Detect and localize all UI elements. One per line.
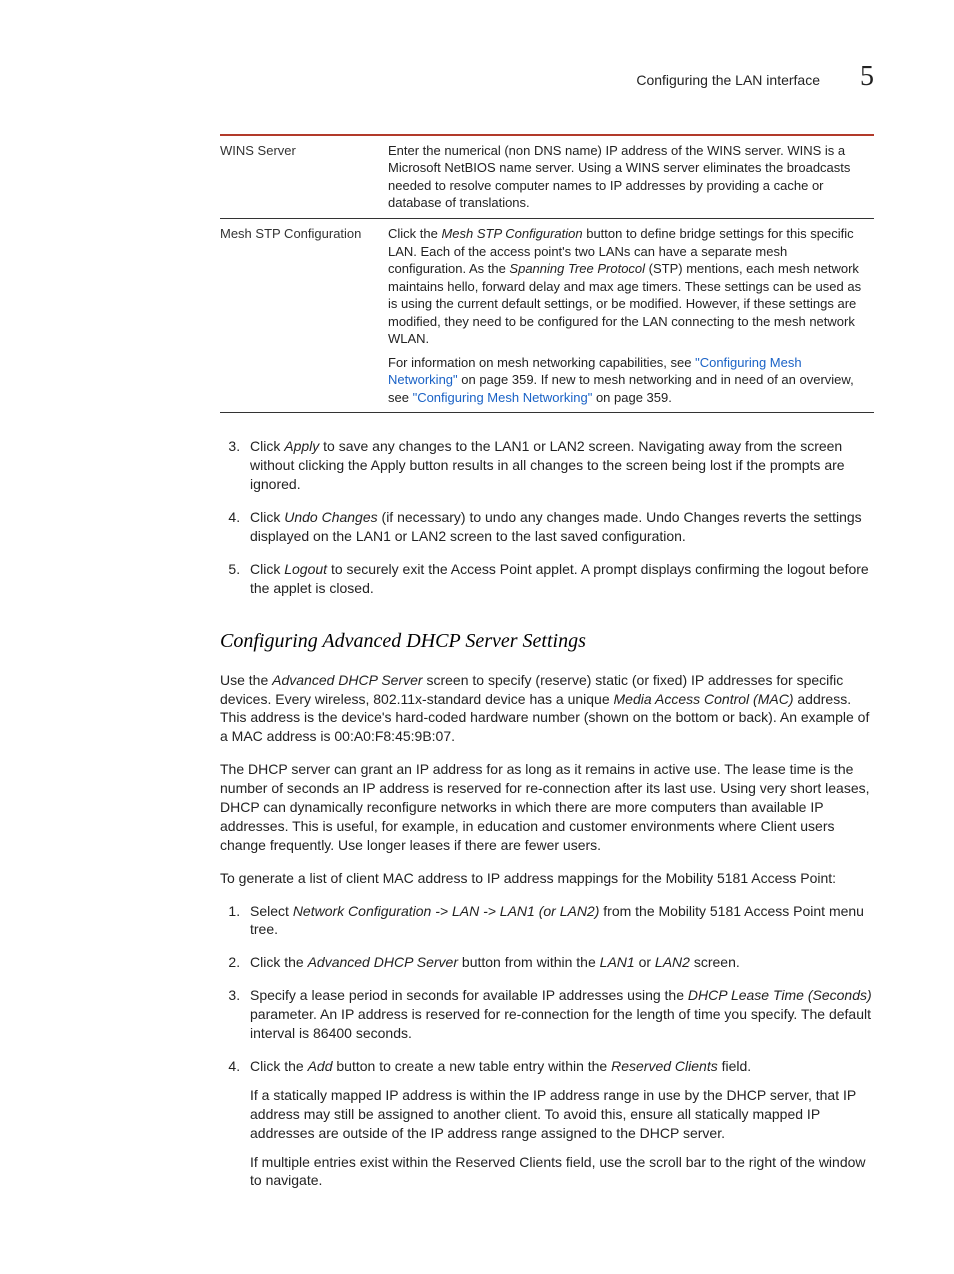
list-subparagraph: If a statically mapped IP address is wit… (250, 1086, 874, 1143)
document-page: Configuring the LAN interface 5 WINS Ser… (0, 0, 954, 1274)
table-row: WINS Server Enter the numerical (non DNS… (220, 135, 874, 219)
list-item: Specify a lease period in seconds for av… (244, 986, 874, 1043)
list-item: Click Logout to securely exit the Access… (244, 560, 874, 598)
steps-list-a: Click Apply to save any changes to the L… (220, 437, 874, 597)
list-item: Select Network Configuration -> LAN -> L… (244, 902, 874, 940)
table-desc-p1: Click the Mesh STP Configuration button … (388, 225, 866, 348)
section-heading: Configuring Advanced DHCP Server Setting… (220, 628, 874, 655)
table-desc: Enter the numerical (non DNS name) IP ad… (388, 135, 874, 219)
table-desc: Click the Mesh STP Configuration button … (388, 218, 874, 412)
header-title: Configuring the LAN interface (636, 71, 820, 90)
steps-list-b: Select Network Configuration -> LAN -> L… (220, 902, 874, 1191)
link-mesh-networking[interactable]: "Configuring Mesh Networking" (413, 390, 593, 405)
body-paragraph: Use the Advanced DHCP Server screen to s… (220, 671, 874, 747)
list-item: Click Apply to save any changes to the L… (244, 437, 874, 494)
table-desc-p2: For information on mesh networking capab… (388, 354, 866, 407)
list-subparagraph: If multiple entries exist within the Res… (250, 1153, 874, 1191)
config-table: WINS Server Enter the numerical (non DNS… (220, 134, 874, 414)
body-paragraph: To generate a list of client MAC address… (220, 869, 874, 888)
table-row: Mesh STP Configuration Click the Mesh ST… (220, 218, 874, 412)
table-label: WINS Server (220, 135, 388, 219)
list-item: Click the Add button to create a new tab… (244, 1057, 874, 1190)
table-label: Mesh STP Configuration (220, 218, 388, 412)
list-item: Click Undo Changes (if necessary) to und… (244, 508, 874, 546)
body-paragraph: The DHCP server can grant an IP address … (220, 760, 874, 854)
list-item: Click the Advanced DHCP Server button fr… (244, 953, 874, 972)
page-header: Configuring the LAN interface 5 (220, 58, 874, 96)
chapter-number: 5 (860, 58, 874, 96)
